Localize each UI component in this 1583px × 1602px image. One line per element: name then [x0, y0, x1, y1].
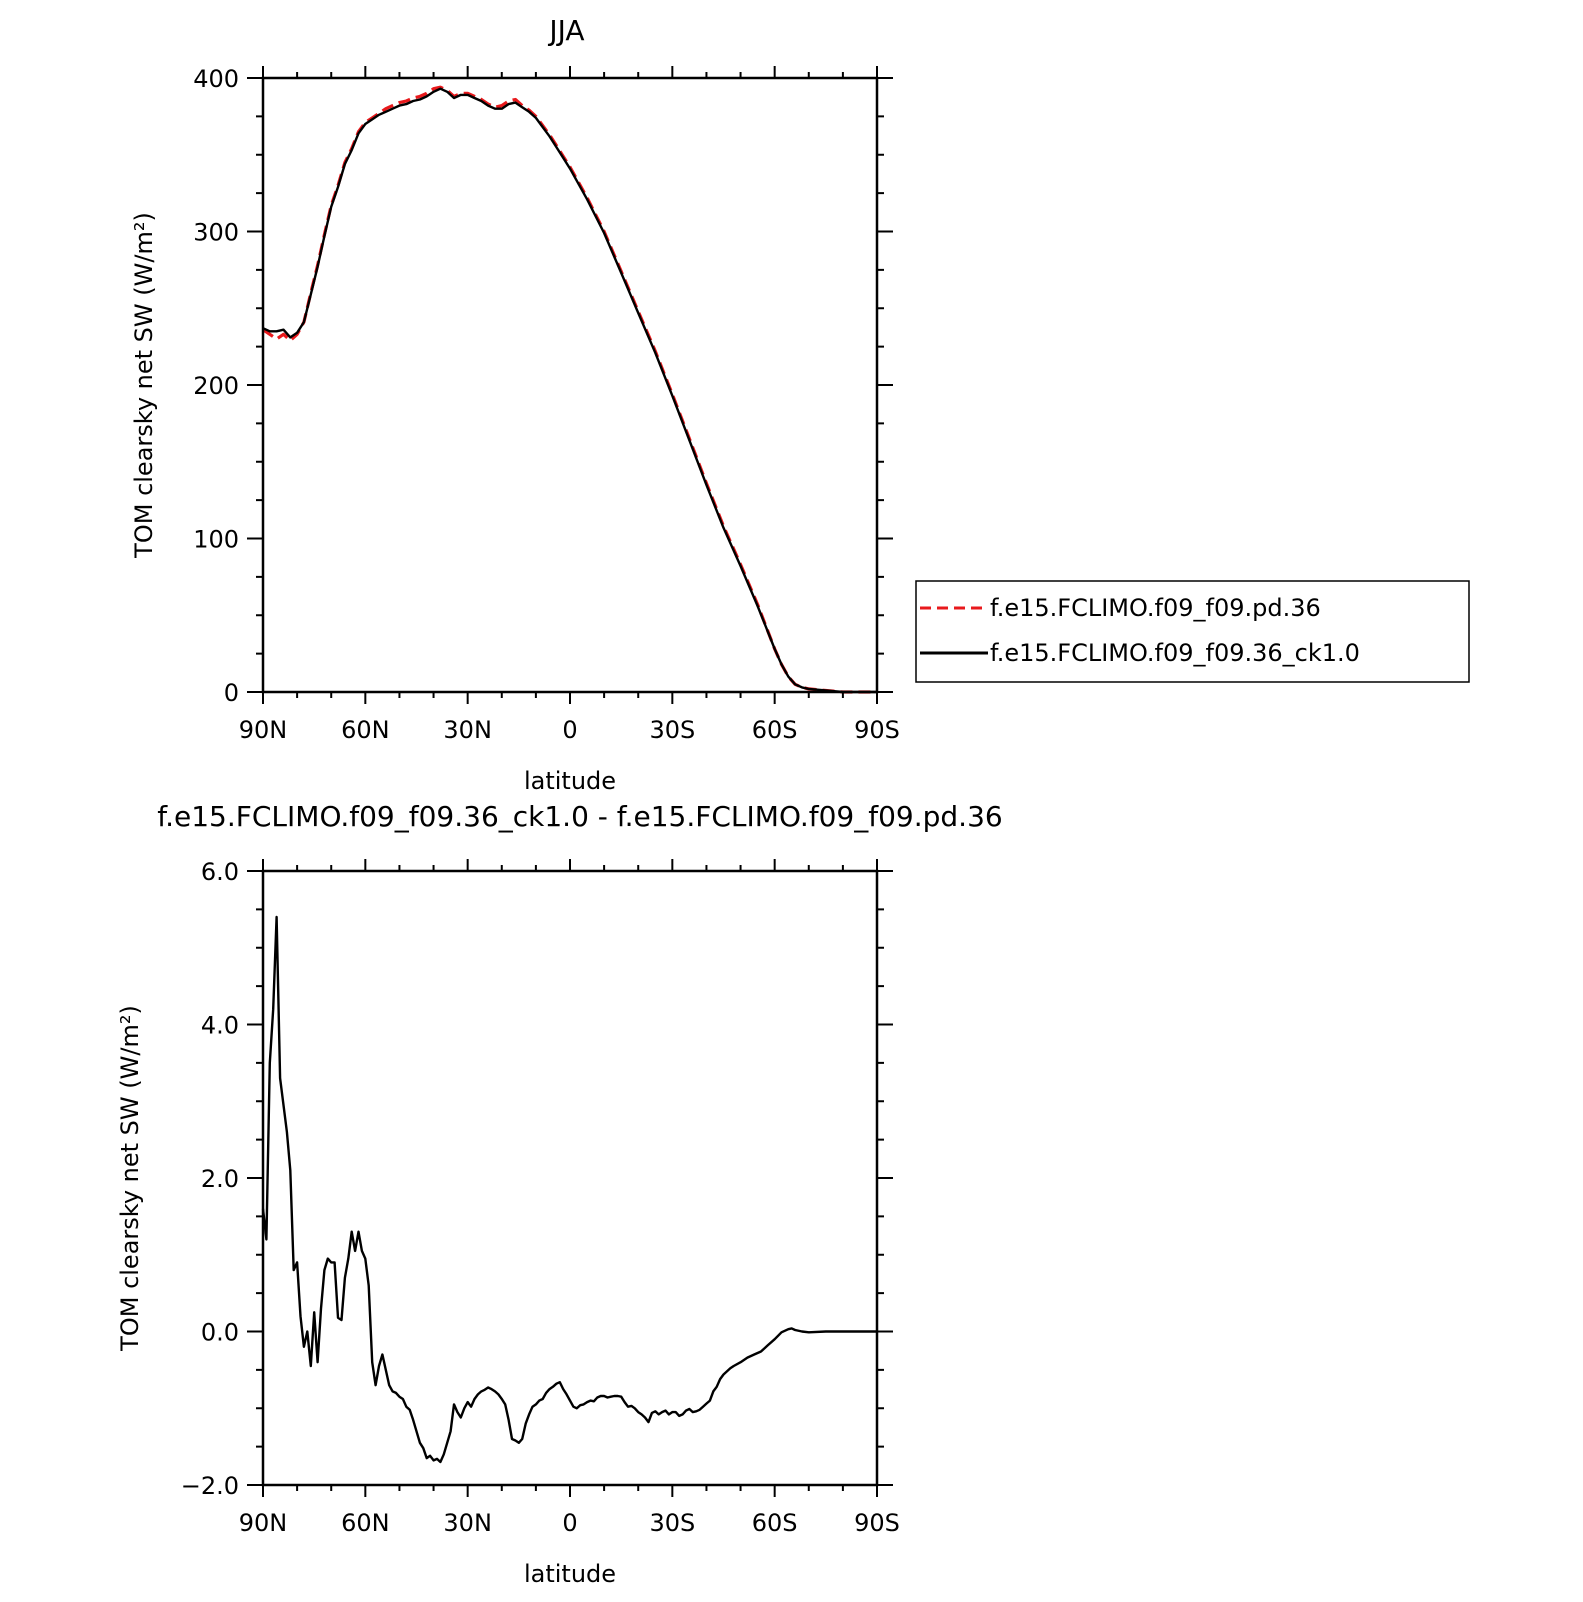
panel-bottom-ticks — [247, 859, 893, 1497]
panel-top-y-axis-label: TOM clearsky net SW (W/m²) — [130, 212, 158, 559]
panel-bottom-y-tick-label: 2.0 — [201, 1165, 239, 1193]
panel-bottom-y-tick-label: −2.0 — [181, 1472, 239, 1500]
panel-top-title: JJA — [547, 14, 584, 47]
legend-entry-label: f.e15.FCLIMO.f09_f09.pd.36 — [990, 594, 1321, 622]
panel-top-y-tick-label: 300 — [193, 219, 239, 247]
panel-bottom-x-tick-label: 30N — [443, 1509, 492, 1537]
panel-bottom-x-tick-label: 0 — [562, 1509, 577, 1537]
panel-bottom-x-tick-label: 90N — [239, 1509, 288, 1537]
legend: f.e15.FCLIMO.f09_f09.pd.36 f.e15.FCLIMO.… — [915, 580, 1470, 683]
panel-bottom-x-tick-label: 90S — [854, 1509, 900, 1537]
panel-top-y-tick-label: 0 — [224, 679, 239, 707]
panel-top-series-line-solid — [262, 87, 877, 694]
panel-bottom-x-tick-label: 30S — [649, 1509, 695, 1537]
panel-bottom-y-tick-label: 0.0 — [201, 1319, 239, 1347]
panel-top-y-tick-label: 100 — [193, 526, 239, 554]
panel-top-x-tick-label: 30S — [649, 716, 695, 744]
panel-bottom-x-axis-label: latitude — [524, 1560, 616, 1588]
legend-entry-label: f.e15.FCLIMO.f09_f09.36_ck1.0 — [990, 639, 1360, 667]
panel-top-y-tick-label: 200 — [193, 372, 239, 400]
panel-bottom-y-axis-label: TOM clearsky net SW (W/m²) — [116, 1005, 144, 1352]
panel-top-x-tick-label: 60S — [752, 716, 798, 744]
panel-top-series-layer — [262, 85, 877, 694]
panel-top-x-tick-label: 60N — [341, 716, 390, 744]
panel-bottom-y-tick-label: 4.0 — [201, 1012, 239, 1040]
panel-top-tick-labels: 90N 60N 30N 0 30S 60S 90S 0 100 200 300 400 — [193, 65, 900, 744]
panel-top-x-axis-label: latitude — [524, 767, 616, 795]
panel-top-x-tick-label: 30N — [443, 716, 492, 744]
panel-bottom-title: f.e15.FCLIMO.f09_f09.36_ck1.0 - f.e15.FC… — [157, 800, 1002, 833]
panel-bottom-x-tick-label: 60S — [752, 1509, 798, 1537]
panel-bottom: f.e15.FCLIMO.f09_f09.36_ck1.0 - f.e15.FC… — [116, 800, 1003, 1588]
panel-top-x-tick-label: 90S — [854, 716, 900, 744]
panel-bottom-series-line-solid — [261, 915, 877, 1464]
panel-top-x-tick-label: 0 — [562, 716, 577, 744]
panel-top: JJA 90N 60N 30N 0 30S 60S 90S 0 100 200 300 400 lat… — [130, 14, 900, 795]
panel-top-x-tick-label: 90N — [239, 716, 288, 744]
panel-top-ticks — [247, 66, 893, 704]
panel-top-y-tick-label: 400 — [193, 65, 239, 93]
panel-bottom-y-tick-label: 6.0 — [201, 858, 239, 886]
legend-box — [915, 580, 1470, 683]
panel-bottom-series-layer — [261, 915, 877, 1464]
panel-bottom-x-tick-label: 60N — [341, 1509, 390, 1537]
panel-bottom-tick-labels: 90N 60N 30N 0 30S 60S 90S −2.0 0.0 2.0 4.0 6.0 — [181, 858, 900, 1537]
